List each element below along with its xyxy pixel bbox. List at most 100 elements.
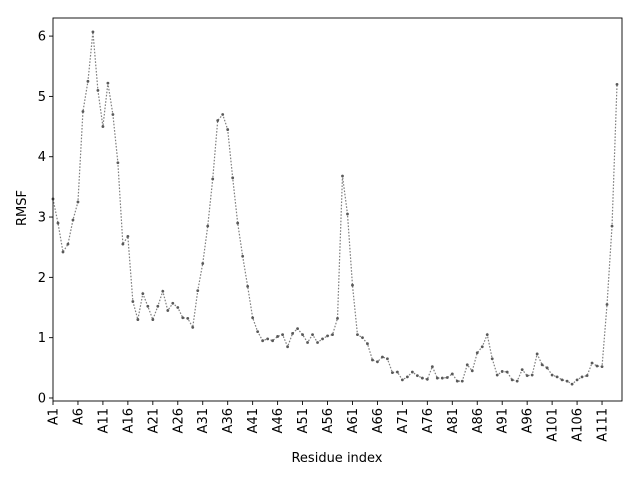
data-point [61,250,65,254]
data-point [361,336,364,340]
y-tick-label: 1 [38,331,46,346]
x-tick-label: A51 [296,408,311,433]
data-point [580,375,584,379]
data-point [351,283,354,287]
data-point [326,334,329,338]
x-tick-label: A66 [371,408,386,433]
data-point [321,337,324,341]
data-point [251,316,255,320]
data-point [166,309,170,312]
x-tick-label: A71 [396,408,411,433]
x-tick-label: A61 [346,408,361,433]
data-point [86,79,90,83]
data-point [570,382,574,386]
data-point [266,337,270,341]
data-point [236,221,240,225]
data-point [435,376,439,380]
data-point [371,358,374,362]
data-point [116,161,120,165]
x-tick-label: A31 [196,408,211,433]
data-point [151,318,155,321]
data-point [495,373,499,377]
plot-frame [52,17,623,402]
data-point [181,316,185,320]
x-tick-label: A21 [146,408,161,433]
x-tick-label: A101 [546,408,561,442]
data-point [465,363,469,367]
data-point [191,326,195,329]
data-point [171,301,175,305]
x-tick-label: A26 [171,408,186,433]
data-point [91,30,95,34]
data-point [585,374,589,378]
data-point [161,289,165,293]
y-tick-label: 3 [38,211,46,226]
data-point [535,352,539,356]
data-point [291,332,294,335]
x-tick-label: A111 [596,408,611,442]
data-point [505,370,509,374]
data-point [241,254,245,258]
data-point [156,304,160,308]
data-point [111,113,115,116]
data-point [565,379,569,383]
data-point [196,289,200,293]
data-point [525,374,529,378]
data-point [420,376,424,380]
x-tick-label: A106 [571,408,586,442]
data-point [331,333,334,337]
data-point [405,375,409,379]
data-point [101,125,105,128]
data-point [440,376,444,380]
data-point [485,333,489,337]
data-point [341,174,344,178]
data-point [176,306,180,309]
x-tick-label: A81 [446,408,461,433]
data-point [311,333,314,337]
series-layer [51,30,619,386]
y-tick-label: 5 [38,90,46,105]
data-point [600,365,604,369]
data-point [231,176,235,180]
data-point [126,234,130,238]
data-point [246,285,250,288]
data-point [530,373,534,377]
x-tick-label: A46 [271,408,286,433]
data-point [475,351,479,355]
data-point [445,376,449,379]
data-point [146,304,150,308]
data-point [410,370,414,374]
data-point [391,371,394,375]
data-point [590,361,594,365]
data-point [71,218,75,222]
data-point [211,177,215,181]
data-point [460,379,464,383]
x-axis-label: Residue index [291,451,382,466]
x-tick-label: A41 [246,408,261,433]
x-tick-label: A36 [221,408,236,433]
data-point [470,369,474,373]
data-point [395,370,399,374]
data-point [261,339,265,343]
y-tick-label: 2 [38,271,46,286]
data-point [520,368,524,372]
data-point [296,327,299,331]
data-point [480,345,484,349]
data-point [490,357,494,361]
y-axis-label: RMSF [15,190,30,226]
data-point [386,357,389,361]
data-point [515,379,519,383]
data-point [560,378,564,382]
y-tick-label: 6 [38,30,46,45]
x-tick-label: A96 [521,408,536,433]
data-point [66,242,70,246]
data-point [415,374,419,378]
data-point [500,370,504,373]
data-point [336,316,339,320]
data-point [206,224,210,228]
data-point [540,363,544,367]
data-point [545,366,549,370]
data-point [301,333,304,337]
